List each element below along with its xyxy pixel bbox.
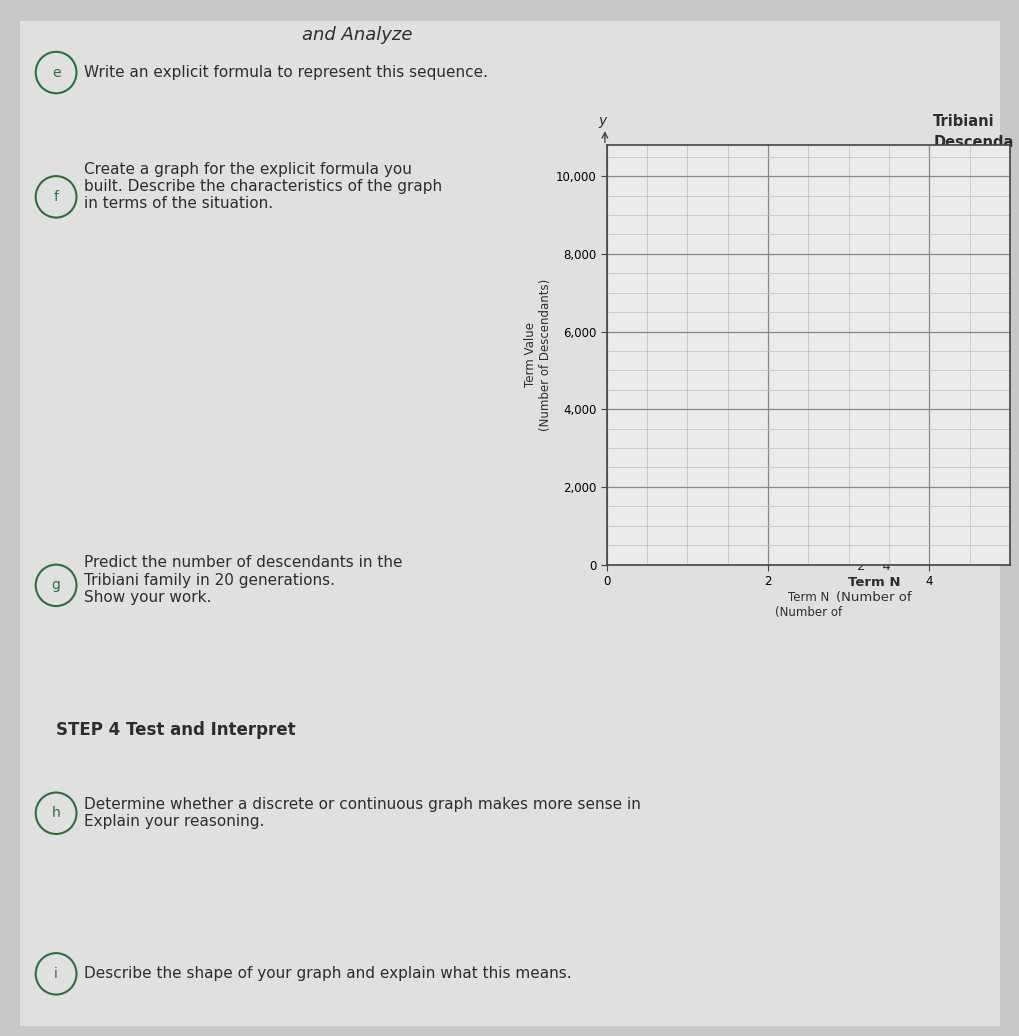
Text: Determine whether a discrete or continuous graph makes more sense in
Explain you: Determine whether a discrete or continuo… — [84, 797, 640, 830]
Text: Create a graph for the explicit formula you
built. Describe the characteristics : Create a graph for the explicit formula … — [84, 162, 441, 211]
Text: STEP 4 Test and Interpret: STEP 4 Test and Interpret — [56, 721, 296, 740]
Text: e: e — [52, 65, 60, 80]
Text: f: f — [54, 190, 58, 204]
Text: Tribiani: Tribiani — [932, 115, 994, 130]
Text: and Analyze: and Analyze — [302, 26, 412, 44]
Y-axis label: Term Value
(Number of Descendants): Term Value (Number of Descendants) — [523, 279, 551, 431]
Text: Describe the shape of your graph and explain what this means.: Describe the shape of your graph and exp… — [84, 967, 571, 981]
Text: Write an explicit formula to represent this sequence.: Write an explicit formula to represent t… — [84, 65, 487, 80]
Text: i: i — [54, 967, 58, 981]
Text: h: h — [52, 806, 60, 821]
Text: g: g — [52, 578, 60, 593]
Text: Predict the number of descendants in the
Tribiani family in 20 generations.
Show: Predict the number of descendants in the… — [84, 555, 401, 605]
X-axis label: Term N
(Number of: Term N (Number of — [774, 591, 841, 618]
Text: Descenda: Descenda — [932, 136, 1013, 150]
Text: 2    4: 2 4 — [856, 560, 891, 573]
FancyBboxPatch shape — [20, 21, 999, 1026]
Text: y: y — [598, 114, 606, 128]
Text: Term N: Term N — [847, 576, 900, 588]
Text: (Number of: (Number of — [836, 592, 911, 604]
